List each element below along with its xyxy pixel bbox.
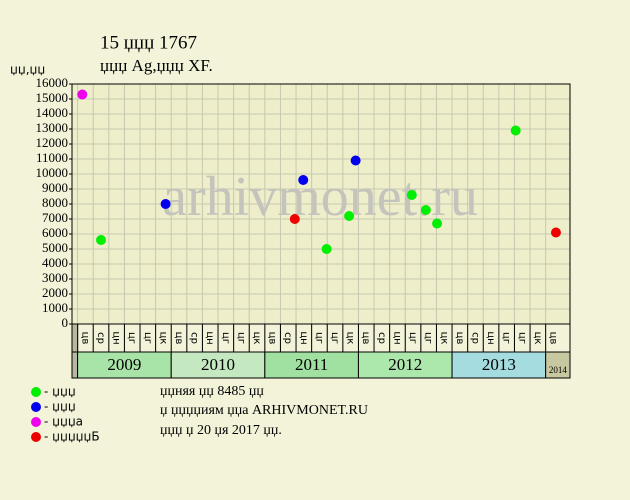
month-label: цн — [391, 331, 402, 344]
month-label: цн — [111, 331, 122, 344]
y-axis-label: џџ,џџ — [10, 63, 45, 77]
month-label: ср — [95, 332, 106, 344]
month-label: цг — [235, 332, 246, 344]
month-label: цк — [157, 332, 168, 345]
legend-marker — [31, 402, 41, 412]
y-tick-label: 4000 — [42, 255, 68, 270]
month-label: ср — [189, 332, 200, 344]
month-label: цк — [532, 332, 543, 345]
month-label: ср — [376, 332, 387, 344]
month-label: цг — [313, 332, 324, 344]
y-tick-label: 7000 — [42, 210, 68, 225]
month-label: цг — [516, 332, 527, 344]
legend-label: - џџџџџБ — [44, 430, 100, 444]
month-label: цг — [142, 332, 153, 344]
legend-marker — [31, 417, 41, 427]
y-tick-label: 15000 — [36, 90, 69, 105]
watermark: arhivmonet.ru — [162, 166, 478, 228]
y-tick-label: 6000 — [42, 225, 68, 240]
year-label: 2014 — [549, 365, 568, 375]
year-label: 2013 — [482, 355, 516, 374]
plot-border — [71, 83, 571, 325]
y-tick-label: 14000 — [36, 105, 69, 120]
point — [160, 199, 171, 209]
month-label: ср — [282, 332, 293, 344]
month-label: цг — [407, 332, 418, 344]
year-band — [264, 351, 359, 379]
y-tick-label: 3000 — [42, 270, 68, 285]
month-label: цв — [454, 332, 465, 345]
legend-label: - џџџ — [44, 400, 76, 414]
year-band — [545, 351, 571, 379]
year-label: 2011 — [295, 355, 328, 374]
point — [96, 235, 107, 245]
month-label: цк — [345, 332, 356, 345]
note: џџняя џџ 8485 џџ — [160, 384, 264, 399]
chart-title: 15 џџџ 1767 — [100, 32, 197, 53]
year-band — [451, 351, 547, 379]
y-tick-label: 0 — [62, 315, 69, 330]
year-band — [170, 351, 266, 379]
legend-marker — [31, 432, 41, 442]
point — [289, 214, 300, 224]
year-label: 2012 — [388, 355, 422, 374]
point — [350, 155, 361, 166]
month-label: цн — [298, 331, 309, 344]
point — [298, 175, 309, 185]
y-tick-label: 13000 — [36, 120, 69, 135]
month-label: цг — [126, 332, 137, 344]
y-tick-label: 9000 — [42, 180, 68, 195]
y-tick-label: 11000 — [36, 150, 68, 165]
note: џ џџџџиям џџа ARHIVMONET.RU — [160, 403, 368, 418]
point — [344, 211, 355, 221]
legend-label: - џџџа — [44, 415, 83, 429]
month-label: ср — [469, 332, 480, 344]
point — [432, 218, 443, 229]
month-label: цв — [267, 332, 278, 345]
point — [321, 244, 332, 254]
y-tick-label: 8000 — [42, 195, 68, 210]
point — [420, 205, 431, 215]
y-tick-label: 12000 — [36, 135, 69, 150]
year-label: 2009 — [107, 355, 141, 374]
month-label: цн — [485, 331, 496, 344]
month-label: цг — [329, 332, 340, 344]
y-tick-label: 16000 — [36, 75, 69, 90]
note: џџџ џ 20 џя 2017 џџ. — [160, 423, 282, 438]
month-label: цв — [360, 332, 371, 345]
month-label: цв — [79, 332, 90, 345]
legend-label: - џџџ — [44, 385, 76, 399]
month-label: цг — [423, 332, 434, 344]
month-label: цв — [173, 332, 184, 345]
month-label: цк — [438, 332, 449, 345]
y-tick-label: 2000 — [42, 285, 68, 300]
y-tick-label: 5000 — [42, 240, 68, 255]
y-tick-label: 1000 — [42, 300, 68, 315]
month-label: цв — [547, 332, 558, 345]
year-band — [357, 351, 453, 379]
point — [77, 89, 88, 100]
month-label: цк — [251, 332, 262, 345]
point — [510, 125, 521, 136]
chart-subtitle: џџџ Ag,џџџ XF. — [100, 56, 213, 75]
year-label: 2010 — [201, 355, 235, 374]
month-label: цн — [204, 331, 215, 344]
month-label: цг — [220, 332, 231, 344]
point — [406, 190, 417, 200]
point — [550, 227, 561, 238]
month-label: цг — [501, 332, 512, 344]
y-tick-label: 10000 — [36, 165, 69, 180]
legend-marker — [31, 387, 41, 397]
year-band — [77, 351, 172, 379]
left-strip — [71, 323, 79, 379]
